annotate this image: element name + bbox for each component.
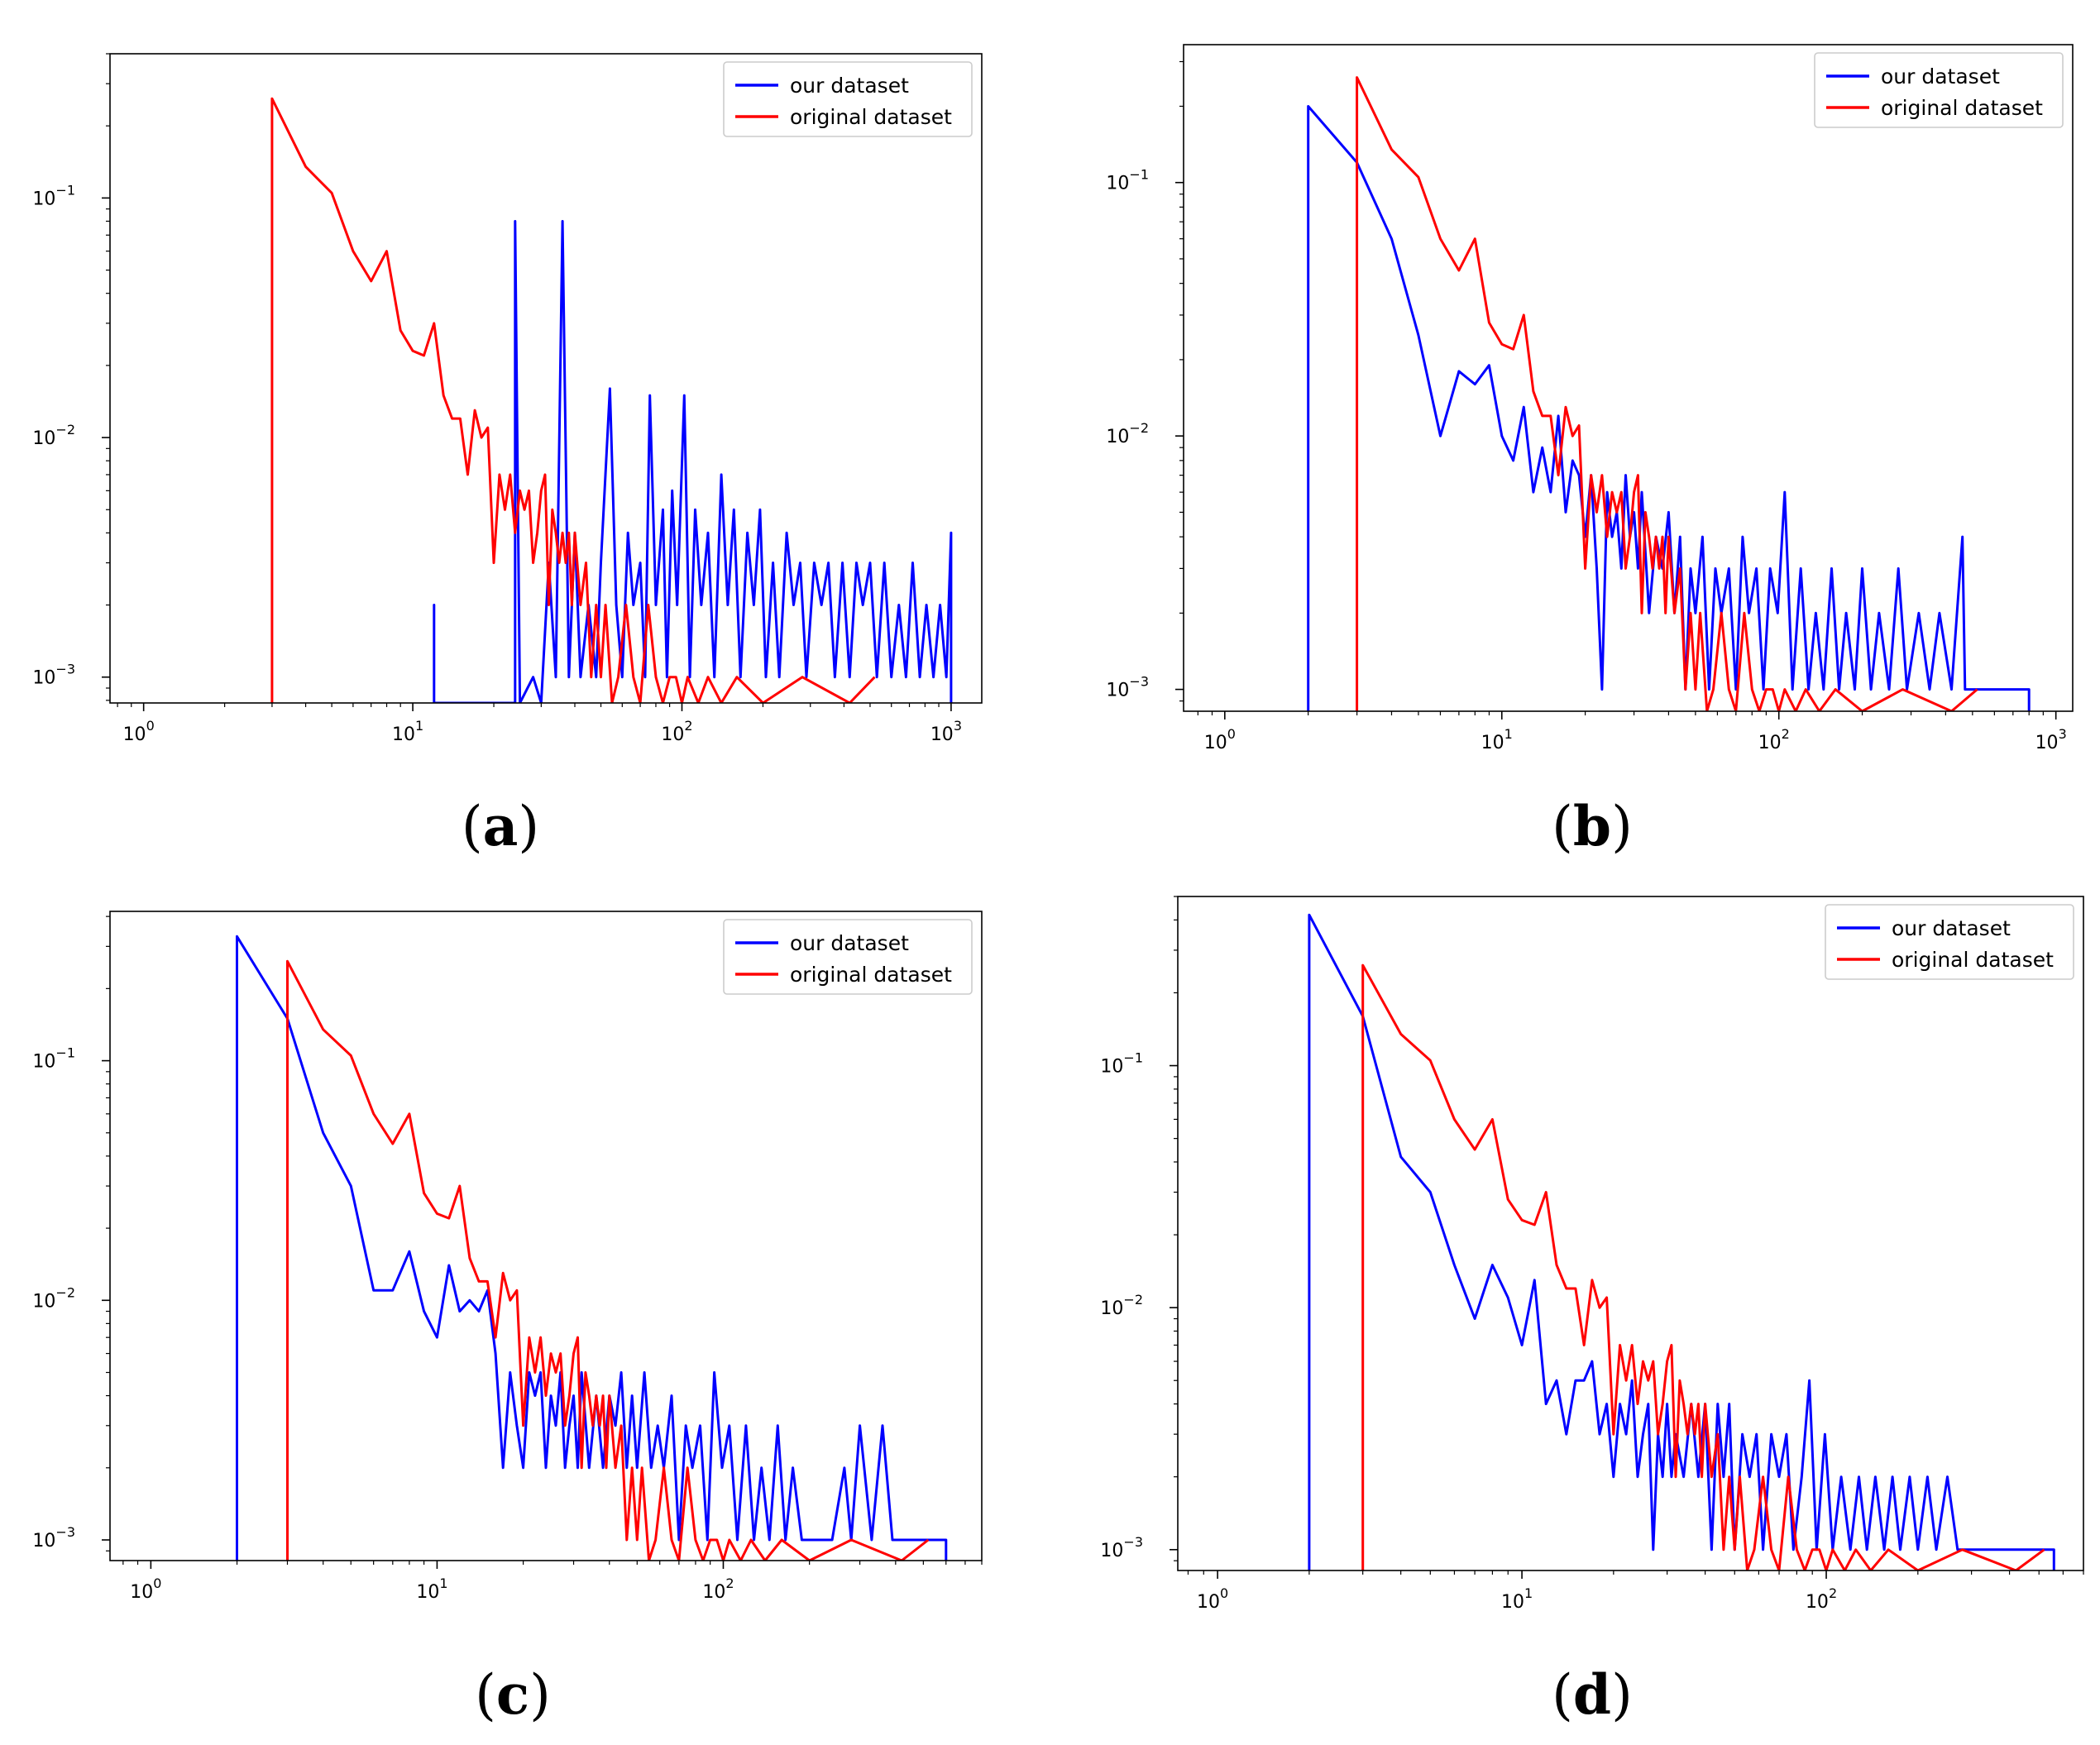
x-tick-label-d-0: 100: [1197, 1585, 1228, 1613]
caption-d-close: ): [1611, 1663, 1633, 1727]
chart-panel-a: 100 101 102 103 10−1 10−2 10−3 our dataset origi…: [0, 0, 1050, 872]
caption-c-label: c: [495, 1662, 530, 1727]
caption-d-label: d: [1572, 1662, 1612, 1727]
plot-frame-b: [1183, 44, 2074, 712]
legend-label-c-our-dataset: our dataset: [790, 931, 909, 955]
y-tick-label-d-0: 10−1: [1100, 1050, 1143, 1078]
plot-frame-c: [109, 911, 983, 1561]
series-line-d-our-dataset: [1308, 913, 2055, 1570]
series-line-a-original-dataset: [270, 97, 876, 703]
x-tick-label-d-1: 101: [1501, 1585, 1533, 1613]
caption-b-open: (: [1552, 795, 1573, 858]
legend-box-b: [1814, 52, 2064, 128]
caption-c-open: (: [475, 1663, 496, 1727]
legend-label-a-original-dataset: original dataset: [790, 105, 952, 129]
chart-panel-b: 100 101 102 103 10−1 10−2 10−3 our dataset origi…: [0, 0, 2100, 872]
caption-a: (a): [376, 794, 624, 858]
legend-box-c: [723, 919, 973, 995]
legend-label-d-original-dataset: original dataset: [1892, 948, 2054, 972]
series-line-c-original-dataset: [286, 959, 930, 1561]
legend-box-d: [1825, 904, 2074, 980]
series-line-d-original-dataset: [1361, 963, 2045, 1570]
caption-c: (c): [389, 1662, 637, 1727]
legend-label-d-our-dataset: our dataset: [1892, 916, 2011, 940]
legend-box-a: [723, 61, 973, 137]
legend-label-b-original-dataset: original dataset: [1881, 96, 2043, 120]
legend-label-b-our-dataset: our dataset: [1881, 65, 2000, 88]
plot-frame-a: [109, 53, 983, 704]
x-tick-label-d-2: 102: [1806, 1585, 1837, 1613]
caption-a-close: ): [518, 795, 540, 858]
caption-d-open: (: [1552, 1663, 1573, 1727]
plot-frame-d: [1177, 896, 2084, 1571]
caption-b-label: b: [1572, 794, 1612, 858]
caption-b: (b): [1468, 794, 1716, 858]
legend-label-a-our-dataset: our dataset: [790, 74, 909, 98]
series-line-b-original-dataset: [1356, 76, 1978, 711]
caption-d: (d): [1468, 1662, 1716, 1727]
chart-panel-c: 100 101 102 10−1 10−2 10−3 our dataset original…: [32, 911, 983, 1727]
series-line-c-our-dataset: [236, 935, 948, 1561]
legend-label-c-original-dataset: original dataset: [790, 963, 952, 987]
y-tick-label-d-1: 10−2: [1100, 1292, 1143, 1319]
caption-a-open: (: [461, 795, 483, 858]
series-line-b-our-dataset: [1307, 105, 2031, 711]
caption-c-close: ): [529, 1663, 551, 1727]
y-tick-label-d-2: 10−3: [1100, 1534, 1143, 1561]
caption-a-label: a: [482, 794, 519, 858]
caption-b-close: ): [1611, 795, 1633, 858]
